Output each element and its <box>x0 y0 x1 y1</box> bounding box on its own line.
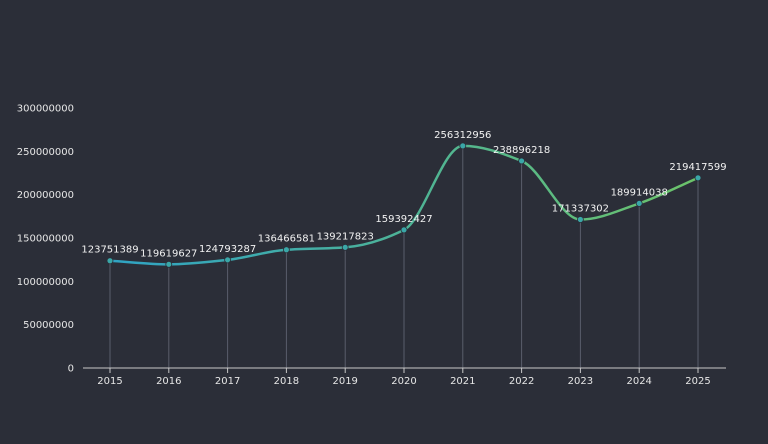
data-point <box>577 216 584 223</box>
data-point <box>635 200 643 207</box>
data-label: 136466581 <box>258 234 315 245</box>
x-tick-label: 2016 <box>156 376 181 387</box>
data-point <box>694 174 702 182</box>
data-point <box>282 246 290 254</box>
x-tick-label: 2018 <box>274 376 299 387</box>
x-tick-label: 2025 <box>685 376 710 387</box>
data-point <box>106 257 114 265</box>
x-tick-label: 2024 <box>626 376 651 387</box>
y-axis-ticks: 0 50000000 100000000 150000000 200000000 2500… <box>17 104 74 375</box>
data-point <box>400 226 408 234</box>
data-point <box>518 157 525 165</box>
x-tick-label: 2020 <box>391 376 416 387</box>
y-tick-label: 200000000 <box>17 190 74 201</box>
y-tick-label: 150000000 <box>17 234 74 245</box>
data-points <box>106 142 702 268</box>
data-point <box>224 256 232 264</box>
data-point <box>341 243 349 251</box>
y-tick-label: 50000000 <box>23 320 74 331</box>
x-tick-label: 2017 <box>215 376 240 387</box>
data-label: 119619627 <box>140 248 197 259</box>
data-label: 124793287 <box>199 244 256 255</box>
data-label: 256312956 <box>434 130 491 141</box>
data-label: 171337302 <box>552 204 609 215</box>
data-label: 238896218 <box>493 145 550 156</box>
y-tick-label: 250000000 <box>17 147 74 158</box>
data-label: 159392427 <box>375 214 432 225</box>
x-tick-label: 2019 <box>332 376 357 387</box>
y-tick-label: 0 <box>68 364 74 375</box>
x-tick-label: 2022 <box>509 376 534 387</box>
series-line <box>109 144 699 266</box>
y-tick-label: 300000000 <box>17 104 74 115</box>
x-tick-label: 2023 <box>568 376 593 387</box>
x-axis-ticks: 2015 2016 2017 2018 2019 2020 2021 2022 2023 2024… <box>97 368 711 387</box>
drop-lines <box>109 145 699 368</box>
data-label: 139217823 <box>317 231 374 242</box>
data-point <box>459 142 467 150</box>
y-tick-label: 100000000 <box>17 277 74 288</box>
x-tick-label: 2015 <box>97 376 122 387</box>
data-label: 123751389 <box>81 245 138 256</box>
data-label: 219417599 <box>669 162 726 173</box>
data-point <box>165 260 173 268</box>
data-label: 189914038 <box>611 187 668 198</box>
x-tick-label: 2021 <box>450 376 475 387</box>
